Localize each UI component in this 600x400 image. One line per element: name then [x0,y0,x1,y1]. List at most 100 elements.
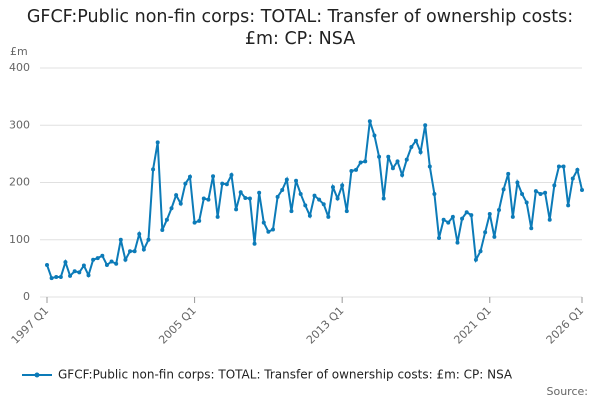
data-point [354,167,359,172]
data-point [303,203,308,208]
y-tick-label: 100 [9,233,30,246]
data-point [372,133,377,138]
data-point [252,241,257,246]
data-point [510,214,515,219]
data-point [455,240,460,245]
data-point [561,164,566,169]
legend-marker [34,372,40,378]
data-point [164,217,169,222]
data-point [284,177,289,182]
data-point [409,145,414,150]
data-point [118,237,123,242]
data-point [478,249,483,254]
data-point [289,209,294,214]
x-tick-label: 2005 Q1 [156,304,199,347]
data-point [496,207,501,212]
y-tick-label: 300 [9,118,30,131]
data-point [141,247,146,252]
data-point [556,164,561,169]
data-point [566,203,571,208]
data-point [432,191,437,196]
data-point [358,160,363,165]
data-point [437,236,442,241]
data-point [418,150,423,155]
data-point [473,257,478,262]
data-point [307,213,312,218]
data-point [206,197,211,202]
data-point [446,220,451,225]
data-point [68,273,73,278]
data-point [100,253,105,258]
data-point [580,187,584,192]
data-point [77,270,82,275]
data-point [367,119,372,124]
data-point [266,229,271,234]
data-point [128,249,133,254]
data-point [501,187,506,192]
data-point [464,210,469,215]
data-point [377,154,382,159]
data-point [529,226,534,231]
data-point [137,232,142,237]
x-tick-label: 1997 Q1 [9,304,52,347]
y-tick-label: 0 [23,290,30,303]
data-point [515,180,520,185]
data-point [317,197,322,202]
data-point [547,217,552,222]
data-point [54,274,59,279]
data-point [363,159,368,164]
data-point [187,174,192,179]
legend-label: GFCF:Public non-fin corps: TOTAL: Transf… [58,368,513,382]
data-point [381,196,386,201]
data-point [492,234,497,239]
data-point [349,169,354,174]
x-tick-label: 2026 Q1 [544,304,587,347]
data-point [81,263,86,268]
data-point [91,257,96,262]
data-point [487,211,492,216]
data-point [72,269,77,274]
data-point [400,173,405,178]
data-point [340,183,345,188]
data-point [95,256,100,261]
data-point [469,213,474,218]
data-point [294,178,299,183]
data-point [570,176,575,181]
chart-title: GFCF:Public non-fin corps: TOTAL: Transf… [26,7,574,49]
data-point [174,193,179,198]
data-point [280,187,285,192]
data-point [312,193,317,198]
data-point [229,173,234,178]
data-point [169,206,174,211]
data-point [215,214,220,219]
data-point [533,189,538,194]
data-point [575,167,580,172]
data-point [58,274,63,279]
data-point [344,209,349,214]
data-point [220,181,225,186]
data-point [86,273,91,278]
data-point [197,218,202,223]
data-point [321,202,326,207]
data-point [238,190,243,195]
data-point [506,171,511,176]
data-point [483,230,488,235]
data-point [224,182,229,187]
data-point [114,261,119,266]
data-point [63,260,68,265]
data-point [538,191,543,196]
data-point [386,154,391,159]
data-point [192,220,197,225]
data-point [524,200,529,205]
data-point [543,190,548,195]
data-point [298,191,303,196]
data-point [132,249,137,254]
source-label: Source: [547,385,589,398]
data-point [275,194,280,199]
data-point [155,140,160,145]
data-point [427,164,432,169]
data-point [45,262,49,267]
series-line [46,120,583,280]
y-axis-label: £m [10,45,28,58]
